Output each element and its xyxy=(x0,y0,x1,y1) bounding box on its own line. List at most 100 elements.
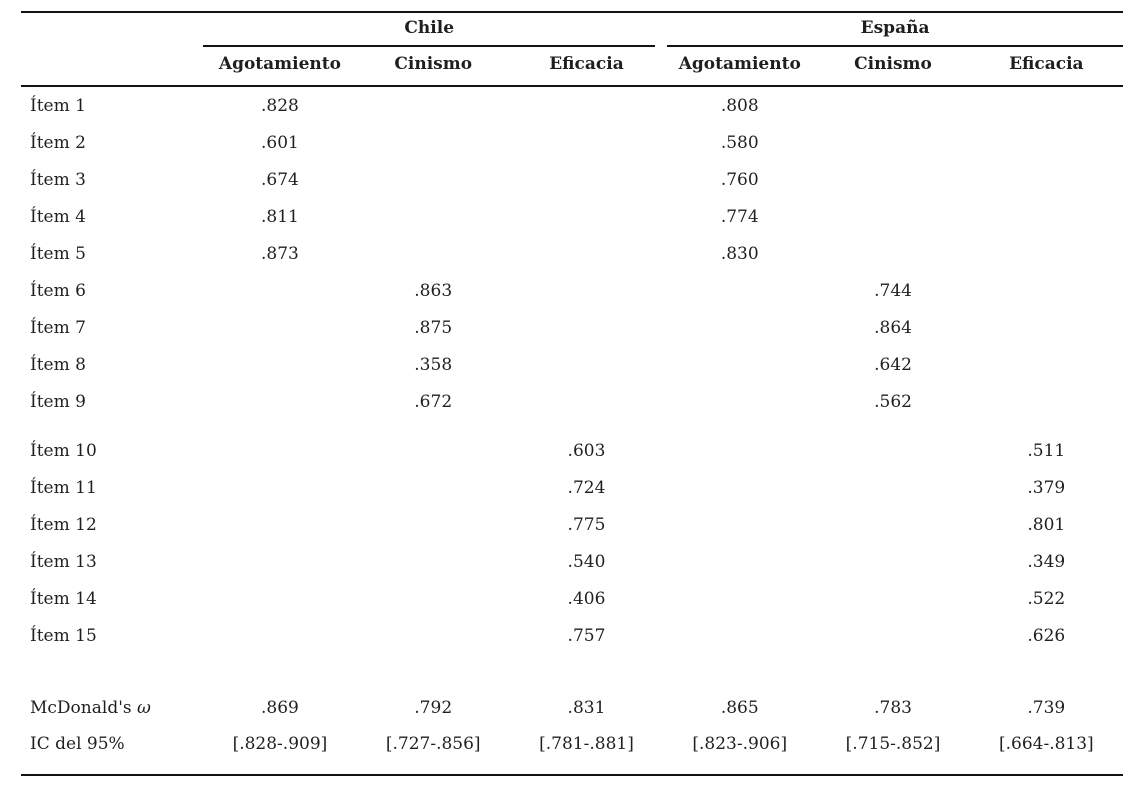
table-row-ic-95: IC del 95% [.828-.909] [.727-.856] [.781… xyxy=(21,726,1123,775)
column-header-espana-cinismo: Cinismo xyxy=(816,47,970,87)
table-row-item-5: Ítem 5 .873 .830 xyxy=(21,235,1123,272)
value-cell: .808 xyxy=(720,95,759,116)
value-cell: [.823-.906] xyxy=(692,734,788,754)
value-cell xyxy=(510,235,663,272)
column-group-espana-label: España xyxy=(667,18,1123,47)
value-cell: .783 xyxy=(874,698,912,718)
value-cell: .562 xyxy=(874,391,912,412)
value-cell: .601 xyxy=(261,132,299,153)
value-cell xyxy=(203,272,356,309)
factor-loadings-table: Chile España Agotamiento Cinismo Eficaci… xyxy=(21,11,1123,776)
value-cell: [.715-.852] xyxy=(845,734,941,754)
value-cell xyxy=(203,469,356,506)
value-cell xyxy=(357,506,510,543)
value-cell: .349 xyxy=(1027,551,1066,572)
value-cell xyxy=(357,469,510,506)
row-label: Ítem 6 xyxy=(30,280,86,301)
value-cell: [.727-.856] xyxy=(385,734,481,754)
value-cell xyxy=(816,543,969,580)
value-cell xyxy=(663,506,816,543)
value-cell xyxy=(663,580,816,617)
value-cell: .801 xyxy=(1027,514,1066,535)
row-label: Ítem 10 xyxy=(30,440,97,461)
value-cell xyxy=(970,309,1123,346)
value-cell xyxy=(357,124,510,161)
value-cell xyxy=(357,420,510,469)
value-cell: .875 xyxy=(414,317,453,338)
value-cell xyxy=(357,543,510,580)
table-row-item-10: Ítem 10 .603 .511 xyxy=(21,420,1123,469)
value-cell xyxy=(203,309,356,346)
row-label: Ítem 13 xyxy=(30,551,97,572)
table-row-item-6: Ítem 6 .863 .744 xyxy=(21,272,1123,309)
column-header-chile-cinismo: Cinismo xyxy=(356,47,510,87)
value-cell: .873 xyxy=(261,243,299,264)
value-cell xyxy=(510,198,663,235)
spacer-row xyxy=(21,654,1123,690)
value-cell: .724 xyxy=(567,477,606,498)
value-cell xyxy=(816,580,969,617)
value-cell: .774 xyxy=(720,206,759,227)
value-cell xyxy=(357,86,510,124)
value-cell: .406 xyxy=(567,588,606,609)
value-cell xyxy=(203,383,356,420)
row-label: Ítem 9 xyxy=(30,391,86,412)
value-cell xyxy=(663,309,816,346)
value-cell: .522 xyxy=(1027,588,1066,609)
value-cell: [.664-.813] xyxy=(998,734,1094,754)
row-label: Ítem 7 xyxy=(30,317,86,338)
mcdonalds-label: McDonald's xyxy=(30,698,132,718)
value-cell: .580 xyxy=(720,132,759,153)
row-label: Ítem 11 xyxy=(30,477,97,498)
column-group-espana: España xyxy=(663,12,1123,47)
stub-cell xyxy=(21,12,203,47)
value-cell xyxy=(663,469,816,506)
table-row-item-12: Ítem 12 .775 .801 xyxy=(21,506,1123,543)
value-cell xyxy=(357,617,510,654)
value-cell: .358 xyxy=(414,354,453,375)
value-cell: .865 xyxy=(720,698,759,718)
column-group-chile-label: Chile xyxy=(203,18,656,47)
table-row-item-11: Ítem 11 .724 .379 xyxy=(21,469,1123,506)
table-row-item-8: Ítem 8 .358 .642 xyxy=(21,346,1123,383)
value-cell xyxy=(203,617,356,654)
value-cell: [.828-.909] xyxy=(232,734,328,754)
value-cell: .642 xyxy=(874,354,912,375)
row-label: Ítem 2 xyxy=(30,132,86,153)
table-row-item-14: Ítem 14 .406 .522 xyxy=(21,580,1123,617)
table-row-item-9: Ítem 9 .672 .562 xyxy=(21,383,1123,420)
value-cell: .863 xyxy=(414,280,453,301)
value-cell xyxy=(816,86,969,124)
column-header-chile-agotamiento: Agotamiento xyxy=(203,47,357,87)
stub-cell xyxy=(21,47,204,87)
value-cell xyxy=(970,86,1123,124)
value-cell xyxy=(510,309,663,346)
value-cell xyxy=(663,272,816,309)
row-label: Ítem 8 xyxy=(30,354,86,375)
value-cell xyxy=(816,198,969,235)
column-header-espana-agotamiento: Agotamiento xyxy=(663,47,817,87)
value-cell xyxy=(357,235,510,272)
value-cell xyxy=(970,161,1123,198)
value-cell xyxy=(816,420,969,469)
table-row-item-13: Ítem 13 .540 .349 xyxy=(21,543,1123,580)
value-cell xyxy=(510,124,663,161)
value-cell xyxy=(357,161,510,198)
value-cell: .379 xyxy=(1027,477,1066,498)
row-label: McDonald's ω xyxy=(21,690,203,726)
value-cell: .739 xyxy=(1027,698,1066,718)
value-cell xyxy=(816,161,969,198)
table-row-item-2: Ítem 2 .601 .580 xyxy=(21,124,1123,161)
value-cell: .828 xyxy=(261,95,299,116)
table-row-item-15: Ítem 15 .757 .626 xyxy=(21,617,1123,654)
value-cell: .540 xyxy=(567,551,606,572)
value-cell: .760 xyxy=(720,169,759,190)
table-row-mcdonalds-omega: McDonald's ω .869 .792 .831 .865 .783 .7… xyxy=(21,690,1123,726)
value-cell xyxy=(357,198,510,235)
country-group-row: Chile España xyxy=(21,12,1123,47)
value-cell xyxy=(970,346,1123,383)
row-label: Ítem 12 xyxy=(30,514,97,535)
value-cell: .744 xyxy=(874,280,912,301)
row-label: Ítem 14 xyxy=(30,588,97,609)
value-cell xyxy=(203,346,356,383)
